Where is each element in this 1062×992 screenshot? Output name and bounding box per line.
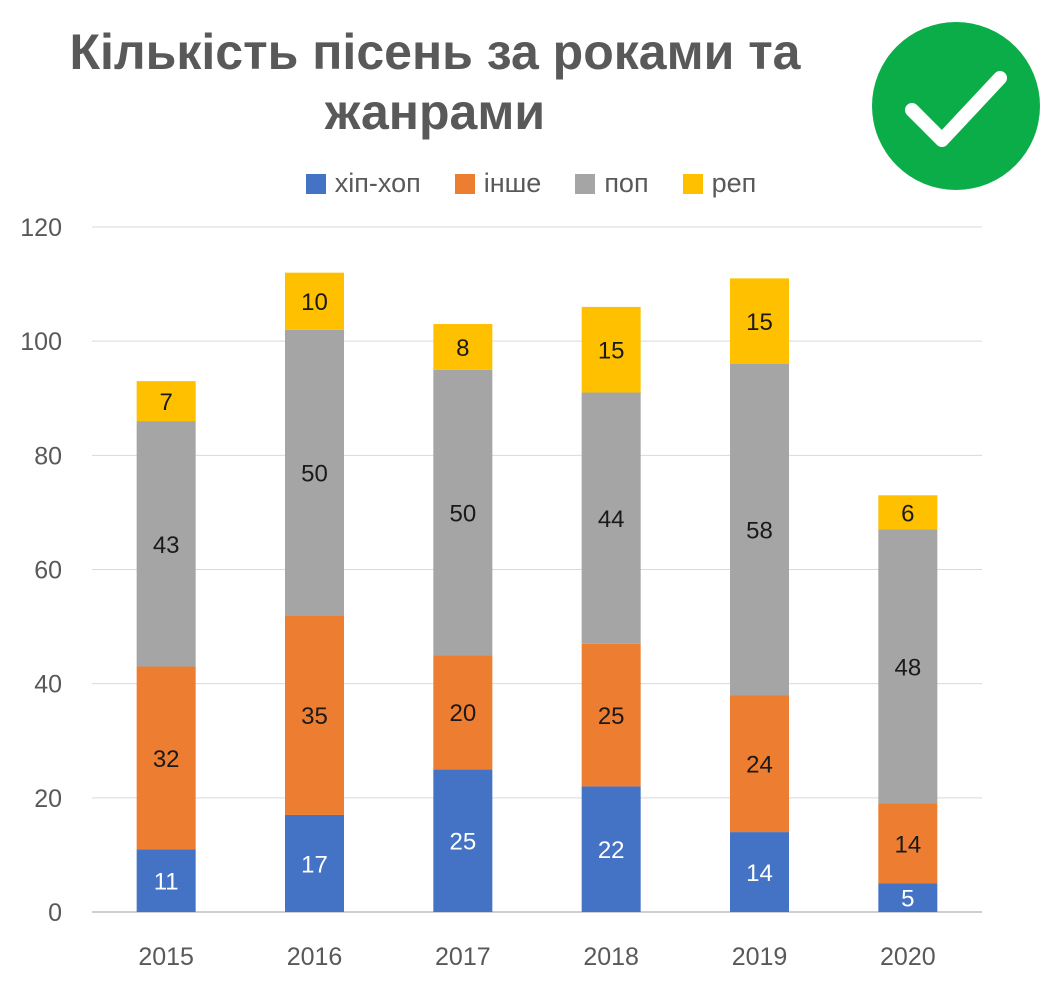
data-label: 24: [746, 752, 773, 779]
data-label: 22: [598, 837, 625, 864]
data-label: 15: [598, 338, 625, 365]
data-label: 14: [746, 860, 773, 887]
bar-segment: [878, 495, 938, 530]
data-label: 6: [901, 500, 914, 527]
legend-item: поп: [575, 168, 649, 199]
legend-label: хіп-хоп: [334, 168, 421, 198]
data-label: 32: [153, 746, 180, 773]
legend: хіп-хоп інше поп реп: [0, 168, 1062, 199]
legend-label: реп: [711, 168, 757, 198]
checkmark-icon: [872, 22, 1040, 190]
bar-segment: [878, 529, 938, 804]
x-tick-label: 2020: [880, 943, 936, 971]
y-tick-label: 20: [34, 785, 62, 813]
data-label: 58: [746, 518, 773, 545]
x-tick-label: 2019: [732, 943, 788, 971]
y-tick-label: 120: [20, 214, 62, 242]
bar-segment: [433, 769, 493, 912]
y-tick-label: 80: [34, 442, 62, 470]
legend-swatch: [305, 173, 326, 194]
data-label: 11: [154, 869, 179, 896]
bar-segment: [581, 786, 641, 912]
data-label: 7: [159, 389, 172, 416]
data-label: 10: [301, 289, 328, 316]
bar-segment: [285, 615, 344, 815]
bar-segment: [730, 832, 789, 912]
data-label: 14: [894, 832, 921, 859]
data-label: 43: [153, 532, 180, 559]
bar-segment: [433, 324, 493, 370]
y-tick-label: 100: [20, 328, 62, 356]
x-tick-label: 2015: [138, 943, 194, 971]
x-tick-label: 2018: [583, 943, 639, 971]
data-label: 15: [746, 309, 773, 336]
legend-item: хіп-хоп: [305, 168, 421, 199]
data-label: 20: [449, 700, 476, 727]
data-label: 17: [301, 851, 328, 878]
bar-segment: [136, 666, 196, 850]
data-label: 5: [901, 886, 914, 913]
bar-segment: [878, 803, 938, 884]
bar-segment: [136, 421, 196, 667]
bar-segment: [285, 272, 344, 330]
y-tick-label: 0: [48, 899, 62, 927]
legend-item: інше: [454, 168, 542, 199]
bar-segment: [730, 695, 789, 833]
bar-segment: [581, 643, 641, 787]
bar-segment: [285, 814, 344, 912]
data-label: 8: [456, 335, 469, 362]
y-tick-label: 60: [34, 557, 62, 585]
data-label: 35: [301, 703, 328, 730]
bar-segment: [285, 329, 344, 616]
bar-segment: [581, 392, 641, 644]
legend-swatch: [454, 173, 475, 194]
bar-segment: [730, 278, 789, 364]
data-label: 50: [301, 460, 328, 487]
x-tick-label: 2017: [435, 943, 491, 971]
y-tick-label: 40: [34, 671, 62, 699]
bar-segment: [136, 849, 196, 912]
bar-segment: [730, 364, 789, 696]
legend-label: інше: [483, 168, 542, 198]
data-label: 48: [894, 655, 921, 682]
bar-segment: [581, 306, 641, 393]
bar-segment: [878, 883, 938, 912]
x-tick-label: 2016: [287, 943, 343, 971]
legend-swatch: [682, 173, 703, 194]
bar-segment: [433, 369, 493, 656]
chart-title: Кількість пісень за роками та жанрами: [69, 24, 801, 140]
bar-segment: [136, 381, 196, 422]
data-label: 25: [598, 703, 625, 730]
data-label: 44: [598, 506, 625, 533]
legend-label: поп: [604, 168, 649, 198]
legend-item: реп: [682, 168, 757, 199]
bar-segment: [433, 655, 493, 770]
data-label: 25: [449, 829, 476, 856]
legend-swatch: [575, 173, 596, 194]
data-label: 50: [449, 500, 476, 527]
